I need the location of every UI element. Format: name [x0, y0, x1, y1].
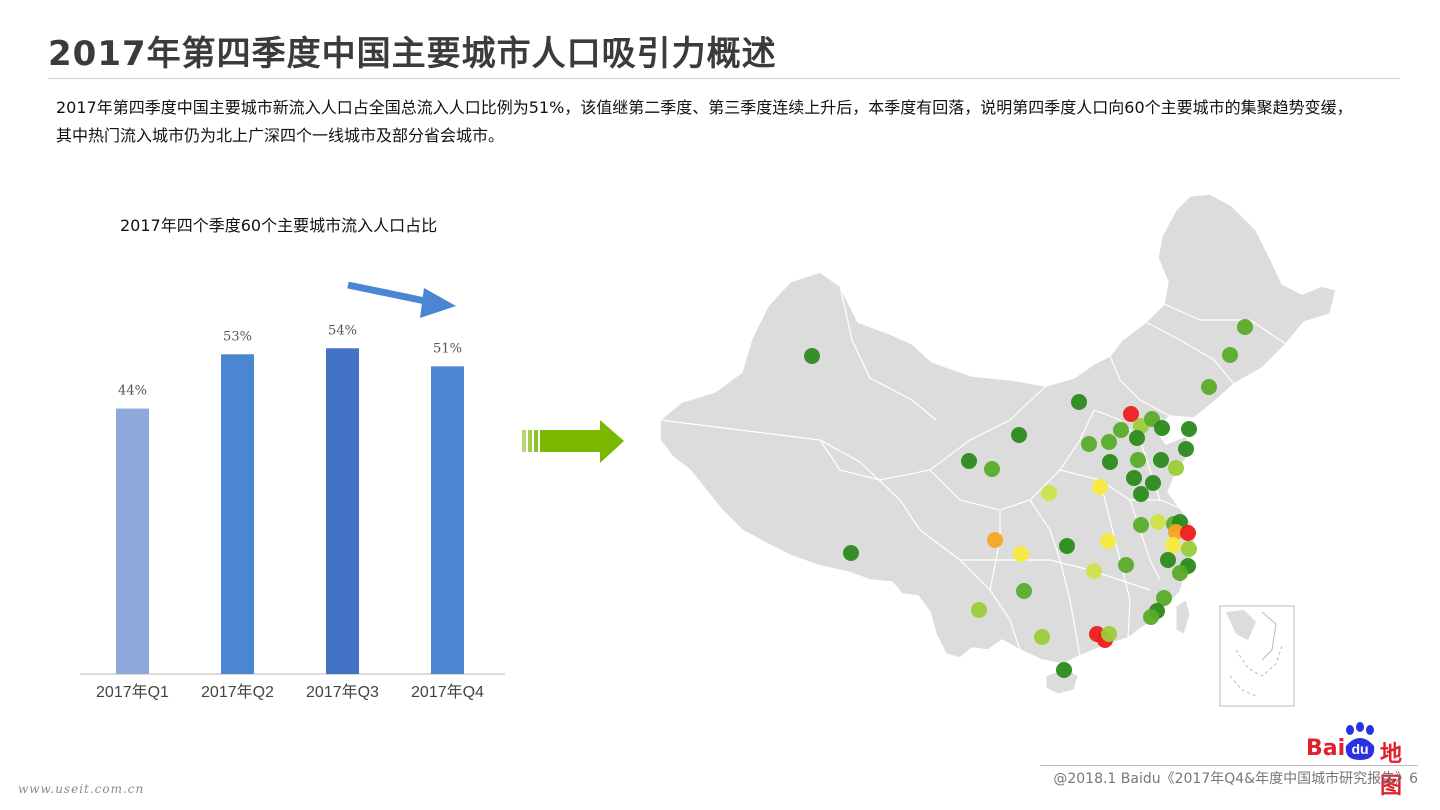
city-marker	[1126, 470, 1142, 486]
city-marker	[1156, 590, 1172, 606]
city-marker	[1013, 546, 1029, 562]
city-marker	[1130, 452, 1146, 468]
city-marker	[1056, 662, 1072, 678]
city-marker	[961, 453, 977, 469]
baidu-map-logo: Bai du 地图	[1306, 722, 1418, 799]
bar-1	[116, 408, 149, 674]
city-marker	[1160, 552, 1176, 568]
city-marker	[1016, 583, 1032, 599]
city-marker	[1168, 460, 1184, 476]
city-marker	[1237, 319, 1253, 335]
south-china-sea-inset	[1219, 605, 1295, 707]
city-marker	[1181, 421, 1197, 437]
city-marker	[1092, 479, 1108, 495]
paw-icon: du	[1345, 722, 1375, 760]
city-marker	[804, 348, 820, 364]
china-landmass	[659, 193, 1337, 665]
city-marker	[987, 532, 1003, 548]
bar-value-label-2: 53%	[223, 329, 252, 344]
city-marker	[1133, 517, 1149, 533]
city-marker	[1101, 434, 1117, 450]
x-tick-label-4: 2017年Q4	[411, 683, 484, 701]
bar-chart: 44% 2017年Q1 53% 2017年Q2 54% 2017年Q3 51% 2017年Q4	[80, 281, 505, 701]
page-title: 2017年第四季度中国主要城市人口吸引力概述	[48, 34, 777, 74]
summary-paragraph: 2017年第四季度中国主要城市新流入人口占全国总流入人口比例为51%，该值继第二…	[56, 98, 1353, 145]
watermark: www.useit.com.cn	[18, 782, 145, 796]
city-marker	[1101, 626, 1117, 642]
trend-arrow-icon	[347, 281, 456, 318]
bar-3	[326, 348, 359, 674]
bar-4	[431, 366, 464, 674]
city-marker	[1034, 629, 1050, 645]
logo-text-paw: du	[1351, 741, 1368, 757]
city-marker	[1150, 514, 1166, 530]
city-marker	[1145, 475, 1161, 491]
city-marker	[971, 602, 987, 618]
footer-divider	[1040, 765, 1418, 766]
bar-value-label-4: 51%	[433, 341, 462, 356]
city-marker	[843, 545, 859, 561]
city-marker	[1129, 430, 1145, 446]
city-marker	[984, 461, 1000, 477]
city-marker	[1222, 347, 1238, 363]
city-marker	[1165, 537, 1181, 553]
logo-text-left: Bai	[1306, 736, 1346, 761]
logo-text-right: 地图	[1380, 742, 1403, 799]
bar-value-label-1: 44%	[118, 384, 147, 399]
title-divider	[48, 78, 1400, 79]
x-tick-label-1: 2017年Q1	[96, 683, 169, 701]
city-marker	[1181, 541, 1197, 557]
city-marker	[1086, 563, 1102, 579]
city-marker	[1102, 454, 1118, 470]
city-marker	[1168, 524, 1184, 540]
city-marker	[1201, 379, 1217, 395]
city-marker	[1071, 394, 1087, 410]
bar-2	[221, 354, 254, 674]
city-marker	[1081, 436, 1097, 452]
city-marker	[1180, 525, 1196, 541]
city-marker	[1113, 422, 1129, 438]
city-marker	[1178, 441, 1194, 457]
footer-citation: @2018.1 Baidu《2017年Q4&年度中国城市研究报告》6	[1053, 771, 1418, 787]
city-marker	[1118, 557, 1134, 573]
chart-title: 2017年四个季度60个主要城市流入人口占比	[120, 216, 438, 235]
x-tick-label-2: 2017年Q2	[201, 683, 274, 701]
city-marker	[1011, 427, 1027, 443]
city-marker	[1059, 538, 1075, 554]
city-marker	[1133, 486, 1149, 502]
city-markers	[804, 319, 1253, 678]
city-marker	[1041, 485, 1057, 501]
city-marker	[1123, 406, 1139, 422]
x-tick-label-3: 2017年Q3	[306, 683, 379, 701]
city-marker	[1100, 533, 1116, 549]
city-marker	[1153, 452, 1169, 468]
province-borders	[659, 285, 1287, 657]
city-marker	[1154, 420, 1170, 436]
city-marker	[1172, 565, 1188, 581]
bar-value-label-3: 54%	[328, 323, 357, 338]
city-marker	[1143, 609, 1159, 625]
taiwan-island	[1175, 599, 1191, 635]
transition-arrow-icon	[522, 420, 624, 463]
